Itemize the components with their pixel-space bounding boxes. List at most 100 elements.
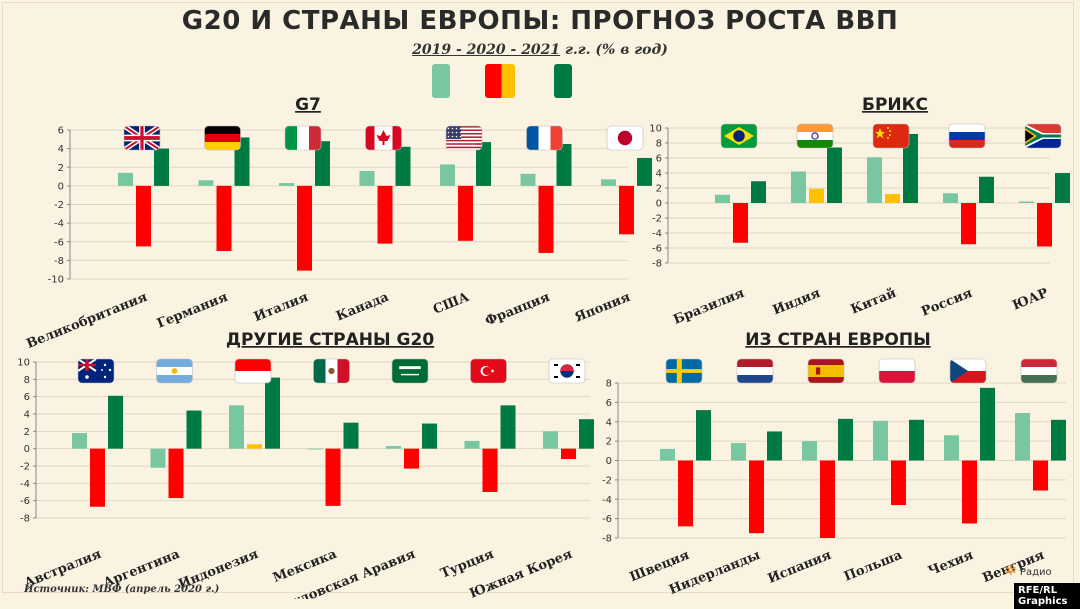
chart-3-tick-label: 4 bbox=[24, 410, 30, 421]
chart-1-bar-2021 bbox=[637, 157, 652, 186]
chart-2-tick-label: -8 bbox=[652, 259, 662, 270]
chart-4-bar-2019 bbox=[731, 443, 746, 461]
flag-us-icon bbox=[445, 125, 483, 151]
chart-3-bar-2020 bbox=[90, 448, 105, 507]
source-note: Источник: МВФ (апрель 2020 г.) bbox=[24, 584, 220, 595]
chart-2-tick-label: -2 bbox=[652, 214, 662, 225]
chart-2-bar-2020 bbox=[1037, 203, 1052, 247]
chart-2-tick-label: 6 bbox=[656, 154, 662, 165]
chart-1-bar-2021 bbox=[395, 146, 411, 186]
chart-4-tick-label: -2 bbox=[602, 475, 612, 486]
chart-2-bar-2020 bbox=[809, 188, 824, 203]
chart-4-bar-2020 bbox=[1033, 460, 1048, 491]
chart-2-bar-2021 bbox=[903, 134, 918, 203]
flag-cz-icon bbox=[949, 358, 987, 384]
flag-kr-icon bbox=[548, 358, 586, 384]
chart-1-bar-2021 bbox=[476, 142, 491, 186]
chart-3-bar-2021 bbox=[500, 405, 516, 449]
chart-4-tick-label: -8 bbox=[602, 534, 612, 545]
flag-uk-icon bbox=[123, 125, 161, 151]
chart-2-tick-label: 10 bbox=[649, 124, 662, 135]
chart-2-bar-2019 bbox=[715, 194, 730, 203]
chart-4-bar-2020 bbox=[891, 460, 906, 506]
flag-de-icon bbox=[204, 125, 241, 151]
flag-es-icon bbox=[807, 358, 845, 384]
chart-1-bar-2019 bbox=[359, 170, 375, 186]
chart-2-bar-2020 bbox=[961, 203, 976, 245]
chart-1-tick-label: 0 bbox=[58, 181, 64, 192]
chart-4-category-label: Чехия bbox=[926, 548, 976, 580]
chart-1-bar-2019 bbox=[520, 173, 536, 186]
flag-cn-icon bbox=[872, 123, 910, 149]
flag-tr-icon bbox=[470, 358, 507, 384]
chart-4-bar-2021 bbox=[909, 419, 924, 461]
chart-2-bar-2020 bbox=[733, 203, 748, 243]
legend-swatch-2020 bbox=[485, 64, 515, 98]
chart-1-bar-2019 bbox=[118, 172, 133, 186]
chart-3-bar-2021 bbox=[579, 419, 594, 449]
flag-ca-icon bbox=[365, 125, 402, 151]
subtitle-units: г.г. (% в год) bbox=[560, 42, 668, 58]
chart-1-bar-2020 bbox=[297, 185, 312, 271]
chart-1-tick-label: 2 bbox=[58, 163, 64, 174]
chart-2-category-label: ЮАР bbox=[1010, 286, 1050, 314]
chart-3-bar-2020 bbox=[561, 448, 576, 460]
chart-4-bar-2020 bbox=[962, 460, 977, 524]
chart-2-tick-label: 0 bbox=[656, 199, 662, 210]
chart-2-category-label: Индия bbox=[771, 286, 823, 319]
flag-in-icon bbox=[796, 123, 834, 149]
chart-3-bar-2019 bbox=[229, 405, 244, 449]
chart-2-tick-label: -6 bbox=[652, 244, 662, 255]
flag-au-icon bbox=[77, 358, 115, 384]
chart-1-bar-2019 bbox=[601, 179, 616, 186]
chart-3-bar-2021 bbox=[343, 422, 359, 449]
flag-br-icon bbox=[720, 123, 758, 149]
chart-3-bar-2020 bbox=[482, 448, 498, 492]
chart-1-bar-2020 bbox=[538, 185, 554, 253]
chart-3-bar-2019 bbox=[386, 446, 401, 449]
chart-1-tick-label: -2 bbox=[54, 200, 64, 211]
chart-3-tick-label: -8 bbox=[20, 514, 30, 525]
chart-2-bar-2021 bbox=[751, 181, 766, 203]
legend-swatch-2019 bbox=[432, 64, 450, 98]
chart-4-bar-2019 bbox=[802, 441, 817, 461]
logo-text: Радио bbox=[1019, 567, 1052, 578]
chart-1-title: G7 bbox=[295, 95, 321, 115]
chart-4-tick-label: -4 bbox=[602, 495, 612, 506]
chart-3-bar-2020 bbox=[247, 444, 262, 449]
chart-1-category-label: Италия bbox=[252, 290, 311, 325]
chart-2-bar-2019 bbox=[943, 193, 958, 203]
chart-3-bar-2020 bbox=[325, 448, 341, 506]
chart-2-bar-2019 bbox=[867, 157, 882, 203]
flag-jp-icon bbox=[606, 125, 644, 151]
chart-4-bar-2019 bbox=[1015, 413, 1030, 461]
logo-mark-icon: ✲ bbox=[1005, 563, 1017, 579]
chart-4-tick-label: 2 bbox=[606, 437, 612, 448]
chart-1-category-label: Германия bbox=[155, 290, 230, 332]
chart-1-category-label: Канада bbox=[334, 290, 391, 325]
chart-3-bar-2021 bbox=[422, 423, 437, 449]
chart-1-tick-label: 6 bbox=[58, 126, 64, 137]
flag-id-icon bbox=[234, 358, 272, 384]
flag-it-icon bbox=[284, 125, 322, 151]
flag-nl-icon bbox=[736, 358, 774, 384]
chart-4-bar-2021 bbox=[980, 387, 995, 461]
chart-3-tick-label: 0 bbox=[24, 444, 30, 455]
chart-3-tick-label: 10 bbox=[17, 358, 30, 369]
chart-1-bar-2020 bbox=[377, 185, 393, 244]
chart-3-tick-label: -6 bbox=[20, 496, 30, 507]
radio-logo: ✲ Радио bbox=[1005, 563, 1052, 579]
chart-2-bar-2020 bbox=[885, 194, 900, 203]
chart-1-bar-2021 bbox=[315, 141, 330, 186]
chart-3-bar-2021 bbox=[265, 377, 280, 449]
chart-2-tick-label: 8 bbox=[656, 139, 662, 150]
chart-4-bar-2019 bbox=[660, 448, 675, 461]
chart-1-bar-2019 bbox=[440, 164, 455, 186]
chart-1-tick-label: 4 bbox=[58, 144, 64, 155]
chart-1-bar-2021 bbox=[154, 148, 169, 186]
chart-1-bar-2019 bbox=[279, 183, 294, 186]
chart-4-tick-label: 4 bbox=[606, 417, 612, 428]
chart-1-category-label: Великобритания bbox=[24, 290, 149, 352]
chart-4-tick-label: 0 bbox=[606, 456, 612, 467]
chart-1-bar-2020 bbox=[136, 185, 151, 247]
